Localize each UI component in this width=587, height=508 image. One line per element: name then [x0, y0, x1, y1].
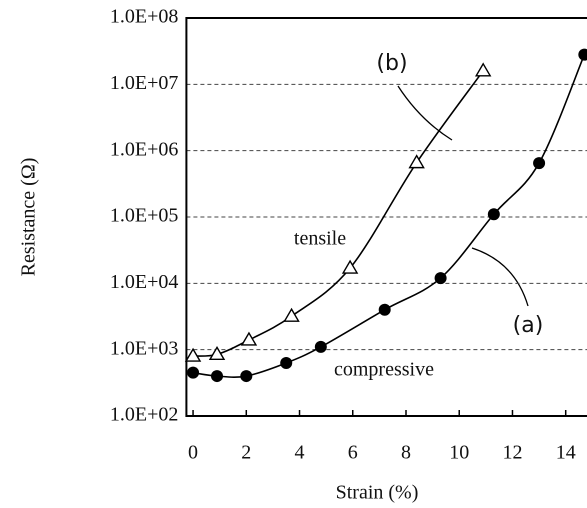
marker — [341, 259, 359, 274]
y-tick-label: 1.0E+05 — [110, 205, 179, 227]
y-tick-label: 1.0E+07 — [110, 72, 179, 94]
x-tick-label: 14 — [556, 442, 576, 464]
x-tick-label: 0 — [188, 442, 198, 464]
leader-line — [397, 85, 453, 141]
x-axis-label: Strain (%) — [336, 482, 419, 504]
marker — [434, 272, 447, 285]
series-label: compressive — [334, 359, 434, 381]
y-tick-label: 1.0E+02 — [110, 404, 179, 426]
marker — [283, 307, 300, 322]
marker — [187, 366, 200, 379]
y-axis-label: Resistance (Ω) — [18, 158, 40, 277]
x-tick-label: 10 — [449, 442, 469, 464]
leader-line — [471, 247, 529, 307]
marker — [474, 62, 492, 77]
marker — [408, 154, 425, 169]
series-label: tensile — [294, 228, 346, 250]
marker — [533, 157, 546, 170]
annotation: (a) — [513, 313, 544, 338]
marker — [378, 303, 391, 316]
y-tick-label: 1.0E+08 — [110, 6, 179, 28]
x-tick-label: 12 — [502, 442, 522, 464]
y-tick-label: 1.0E+03 — [110, 337, 179, 359]
x-tick-label: 6 — [348, 442, 358, 464]
marker — [184, 347, 202, 362]
series-line — [192, 54, 586, 378]
marker — [211, 370, 224, 383]
marker — [578, 48, 587, 61]
marker — [280, 356, 293, 369]
marker — [240, 370, 253, 383]
axis-frame — [185, 17, 587, 417]
y-tick-label: 1.0E+06 — [110, 138, 179, 160]
marker — [208, 345, 226, 361]
marker — [314, 340, 327, 353]
y-tick-label: 1.0E+04 — [110, 271, 179, 293]
x-tick-label: 8 — [401, 442, 411, 464]
marker — [240, 331, 258, 346]
marker — [487, 208, 500, 221]
x-tick-label: 4 — [295, 442, 305, 464]
series-line — [192, 70, 484, 357]
x-tick-label: 2 — [241, 442, 251, 464]
annotation: (b) — [376, 51, 407, 76]
